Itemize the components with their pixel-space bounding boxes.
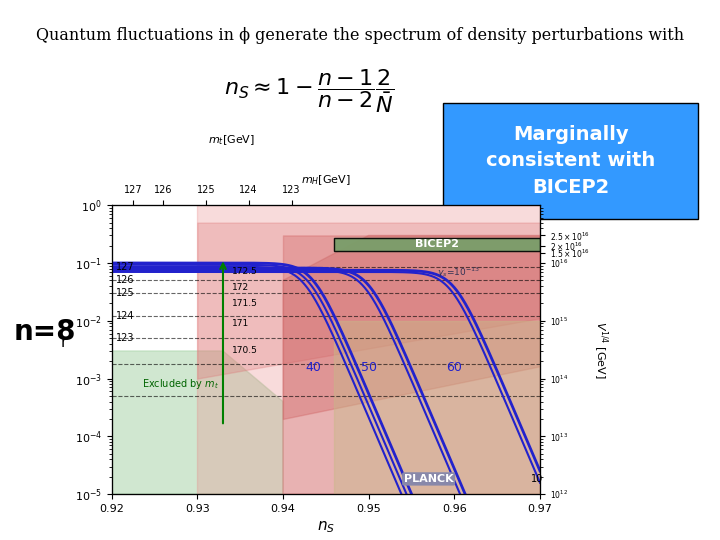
Text: $n_S \approx 1 - \dfrac{n-1}{n-2} \dfrac{2}{\bar{N}}$: $n_S \approx 1 - \dfrac{n-1}{n-2} \dfrac… — [225, 68, 395, 116]
Polygon shape — [112, 351, 283, 494]
Text: 170.5: 170.5 — [232, 347, 258, 355]
Y-axis label: $V^{1/4}$ [GeV]: $V^{1/4}$ [GeV] — [590, 321, 609, 379]
Text: 124: 124 — [116, 311, 135, 321]
Text: 171: 171 — [232, 319, 249, 328]
Text: Quantum fluctuations in ϕ generate the spectrum of density perturbations with: Quantum fluctuations in ϕ generate the s… — [36, 26, 684, 44]
Text: n=8: n=8 — [14, 318, 76, 346]
Text: 125: 125 — [116, 288, 135, 298]
Text: Marginally
consistent with
BICEP2: Marginally consistent with BICEP2 — [486, 125, 655, 197]
Text: 126: 126 — [116, 275, 135, 285]
Text: 60: 60 — [446, 361, 462, 374]
Polygon shape — [283, 235, 540, 494]
Text: Excluded by $m_t$: Excluded by $m_t$ — [142, 377, 219, 391]
Text: 123: 123 — [116, 333, 135, 343]
FancyBboxPatch shape — [443, 103, 698, 219]
Text: PLANCK: PLANCK — [404, 474, 454, 484]
Text: $\gamma_s\!=\!10^{-13}$: $\gamma_s\!=\!10^{-13}$ — [437, 266, 480, 280]
Text: 172.5: 172.5 — [232, 267, 257, 276]
Text: 172: 172 — [232, 283, 248, 292]
Text: 50: 50 — [361, 361, 377, 374]
Bar — [334, 238, 540, 251]
Text: 127: 127 — [116, 262, 135, 272]
Text: 10: 10 — [531, 474, 544, 484]
Text: 171.5: 171.5 — [232, 299, 258, 308]
X-axis label: $n_S$: $n_S$ — [317, 519, 335, 535]
Text: 40: 40 — [305, 361, 321, 374]
Text: BICEP2: BICEP2 — [415, 239, 459, 249]
Polygon shape — [197, 205, 540, 494]
X-axis label: $m_H$[GeV]: $m_H$[GeV] — [301, 173, 351, 187]
Text: $m_t$[GeV]: $m_t$[GeV] — [208, 133, 255, 147]
FancyBboxPatch shape — [334, 238, 540, 251]
Y-axis label: r: r — [60, 335, 67, 350]
